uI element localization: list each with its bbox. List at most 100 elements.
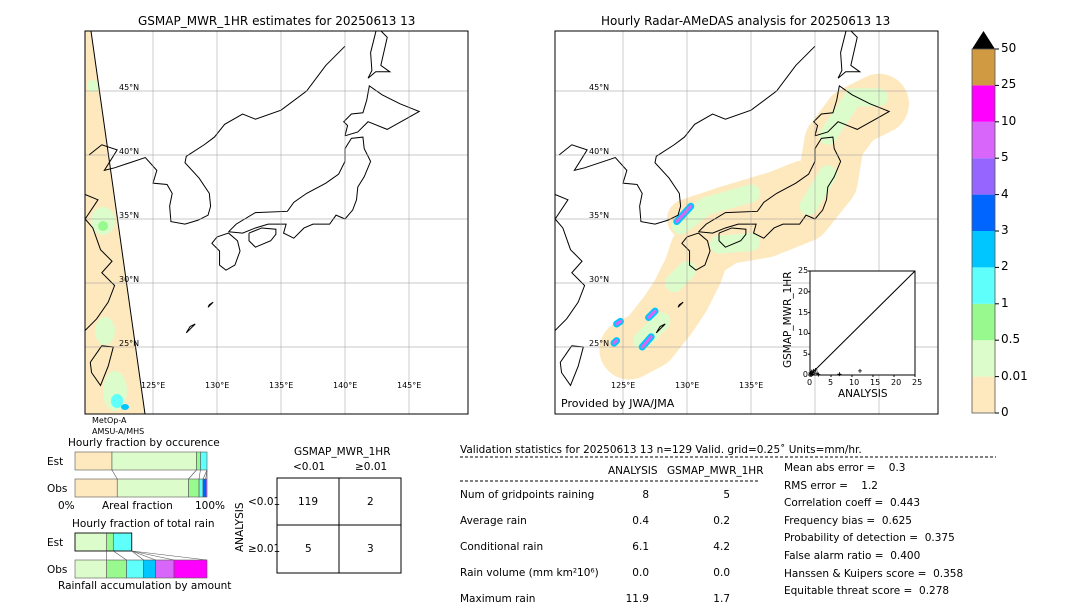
score-line: Hanssen & Kuipers score = 0.358 — [784, 567, 964, 580]
stats-row-label: Num of gridpoints raining — [460, 489, 595, 501]
coastline — [367, 31, 392, 79]
scatter-ytick: 5 — [802, 349, 808, 359]
scatter-point — [857, 368, 862, 373]
lat-label: 35°N — [119, 211, 140, 220]
score-line: False alarm ratio = 0.400 — [784, 550, 921, 562]
stats-row-gsmap: 0.0 — [713, 567, 730, 579]
scatter-xtick: 10 — [849, 378, 860, 387]
scatter-ytick: 10 — [798, 328, 809, 338]
lat-label: 30°N — [589, 275, 610, 284]
rain-xlabel: Rainfall accumulation by amount — [58, 580, 232, 592]
lon-label: 135°E — [269, 381, 294, 390]
scatter-ytick: 0 — [802, 370, 808, 379]
fraction-connector — [111, 469, 118, 480]
lat-label: 30°N — [119, 275, 140, 284]
stats-row-label: Conditional rain — [460, 541, 544, 553]
fraction-connector — [131, 550, 144, 561]
scatter-ytick: 20 — [798, 286, 809, 296]
colorbar-segment — [972, 121, 995, 159]
occurrence-xtick-left: 0% — [58, 500, 75, 512]
fraction-connector — [131, 550, 175, 561]
swath-no-rain — [85, 31, 145, 414]
colorbar-segment — [972, 49, 995, 86]
stats-row-label: Maximum rain — [460, 593, 536, 605]
coastline — [85, 193, 116, 332]
rain-patch — [111, 394, 123, 408]
scatter-xtick: 0 — [807, 378, 813, 387]
lat-label: 40°N — [119, 147, 140, 156]
left-map-content — [85, 31, 468, 414]
scatter-ytick: 25 — [798, 266, 809, 275]
fraction-bar-segment — [155, 559, 175, 579]
fraction-connector — [131, 550, 208, 561]
lat-label: 35°N — [589, 211, 610, 220]
coastline — [837, 31, 862, 79]
rain-area-no-rain — [599, 73, 909, 380]
coastline — [343, 85, 421, 137]
coastline — [555, 193, 586, 332]
lat-label: 25°N — [119, 339, 140, 348]
score-line: Mean abs error = 0.3 — [784, 462, 906, 474]
fraction-bar-segment — [143, 559, 156, 579]
fraction-bar-segment — [74, 559, 107, 579]
rain-patch — [95, 317, 115, 345]
fraction-connector — [131, 550, 156, 561]
sensor-name: AMSU-A/MHS — [92, 427, 145, 436]
colorbar-tick-label: 3 — [1001, 223, 1009, 237]
rain-patch — [121, 404, 129, 410]
rain-fraction-title: Hourly fraction of total rain — [72, 518, 215, 530]
scatter-diagonal — [809, 270, 916, 376]
stats-row-gsmap: 4.2 — [713, 541, 730, 553]
colorbar-tick-label: 50 — [1001, 41, 1017, 55]
coastline — [718, 227, 747, 248]
score-line: Equitable threat score = 0.278 — [784, 585, 950, 598]
est-bar-frame — [74, 532, 133, 552]
scatter-point — [808, 370, 813, 375]
occurrence-title: Hourly fraction by occurence — [68, 437, 220, 449]
rain-patch — [98, 221, 108, 231]
cell-misses: 5 — [305, 543, 312, 555]
fraction-bar-segment — [116, 478, 189, 498]
rain-area-light — [665, 261, 696, 292]
stats-row-gsmap: 5 — [723, 489, 730, 501]
colorbar-segment — [972, 303, 995, 341]
colorbar-segment — [972, 194, 995, 231]
score-line: Probability of detection = 0.375 — [784, 532, 955, 545]
fraction-bar-segment — [196, 451, 201, 471]
stats-row-gsmap: 1.7 — [713, 593, 730, 605]
stats-header: Validation statistics for 20250613 13 n=… — [460, 444, 862, 456]
colorbar-tick-label: 4 — [1001, 186, 1009, 201]
fraction-bar-segment — [126, 559, 144, 579]
contingency-row-axis: ANALYSIS — [234, 502, 246, 552]
stats-row-label: Rain volume (mm km²10⁶) — [460, 567, 599, 579]
scatter-point — [837, 372, 842, 377]
contingency-col-2: ≥0.01 — [355, 461, 388, 473]
coastline — [558, 45, 816, 225]
score-line: RMS error = 1.2 — [784, 479, 878, 492]
fraction-connector — [198, 469, 201, 480]
stats-col-gsmap: GSMAP_MWR_1HR — [667, 465, 764, 477]
stats-row-label: Average rain — [460, 515, 527, 527]
right-map-content — [555, 31, 938, 414]
fraction-connector — [113, 550, 127, 561]
swath-edge — [90, 31, 146, 414]
fraction-bar-segment — [198, 478, 204, 498]
occurrence-xtick-right: 100% — [195, 500, 226, 512]
lat-label: 45°N — [589, 83, 610, 92]
stats-row-gsmap: 0.2 — [713, 515, 730, 527]
fraction-bar-segment — [200, 451, 208, 471]
coastline — [248, 227, 277, 248]
coastline — [813, 85, 891, 137]
scatter-xtick: 20 — [891, 378, 902, 387]
scatter-point — [812, 370, 817, 375]
colorbar-tick-label: 0 — [1001, 405, 1009, 419]
cell-hits-no-no: 119 — [298, 496, 319, 508]
colorbar-tick-label: 2 — [1001, 259, 1009, 274]
lon-label: 130°E — [675, 381, 700, 390]
rain-area-light — [633, 312, 671, 350]
stats-row-analysis: 8 — [642, 489, 649, 501]
colorbar-tick-label: 0.5 — [1001, 332, 1021, 347]
occurrence-est-label: Est — [47, 456, 64, 468]
lon-label: 130°E — [205, 381, 230, 390]
coastline — [207, 301, 214, 308]
